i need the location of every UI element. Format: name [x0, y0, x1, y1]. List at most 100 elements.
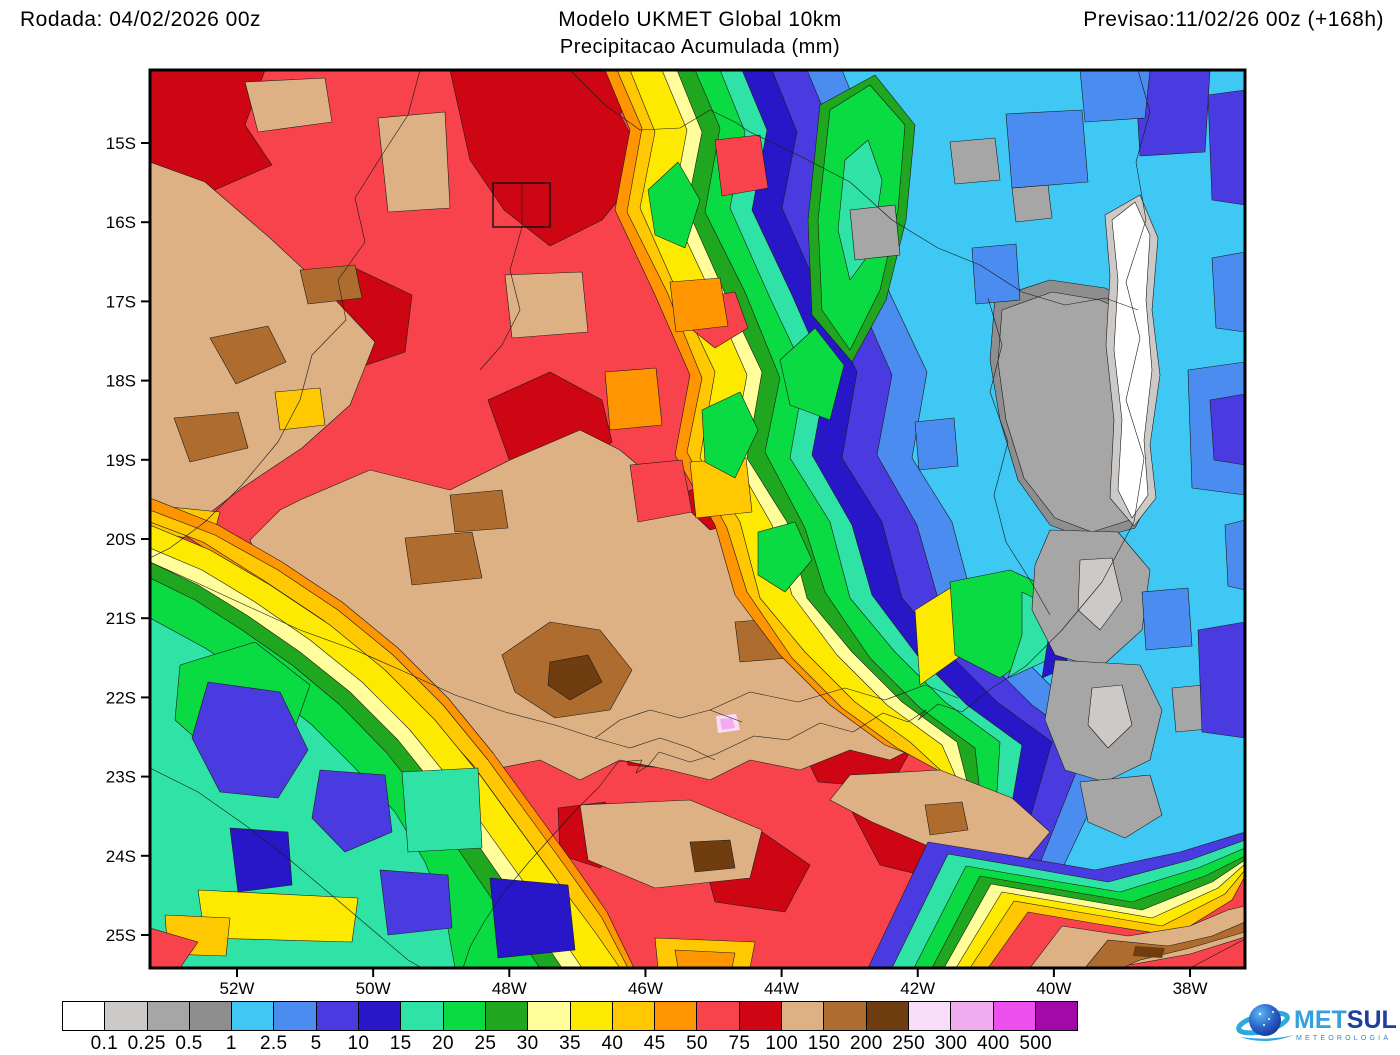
contour-region: [1084, 921, 1245, 968]
contour-region: [914, 417, 959, 471]
contour-region: [669, 277, 729, 333]
contour-region: [1207, 89, 1245, 206]
lat-label: 15S: [106, 134, 136, 153]
lat-label: 25S: [106, 926, 136, 945]
contour-region: [647, 161, 701, 249]
lat-label: 20S: [106, 530, 136, 549]
contour-region: [569, 70, 751, 133]
contour-region: [1211, 251, 1245, 333]
contour-region: [1079, 70, 1151, 123]
lon-label: 42W: [900, 979, 935, 998]
map-border: [148, 68, 1247, 970]
swoosh: [1240, 1035, 1294, 1042]
lon-label: 50W: [356, 979, 391, 998]
lon-label: 38W: [1173, 979, 1208, 998]
colorbar-cell: [696, 1001, 740, 1031]
contour-region: [1209, 393, 1245, 466]
white-minimum-core: [1111, 201, 1153, 519]
colorbar-cell: [62, 1001, 106, 1031]
contour-region: [674, 949, 736, 968]
logo-tagline: METEOROLOGIA: [1296, 1035, 1391, 1042]
forecast-label: Previsao:11/02/26 00z (+168h): [1083, 8, 1384, 31]
colorbar-cell: [273, 1001, 317, 1031]
colorbar-cell: [907, 1001, 952, 1031]
colorbar-tick-label: 20: [432, 1033, 454, 1054]
colorbar-tick-label: 0.25: [127, 1033, 166, 1054]
contour-region: [1189, 938, 1245, 968]
map-element: MET: [1294, 1006, 1347, 1034]
colorbar-tick-label: 0.1: [90, 1033, 118, 1054]
contour-region: [1005, 109, 1089, 189]
contour-region: [709, 684, 959, 711]
contour-region: [701, 391, 759, 479]
colorbar-tick-label: 500: [1019, 1033, 1052, 1054]
colorbar-cell: [188, 1001, 233, 1031]
run-label: Rodada: 04/02/2026 00z: [20, 8, 262, 31]
metsul-logo: METSUL METEOROLOGIA: [1236, 997, 1397, 1049]
colorbar-tick-label: 5: [310, 1033, 322, 1054]
planet: [1249, 1004, 1281, 1036]
colorbar-cell: [442, 1001, 486, 1031]
lon-label: 46W: [628, 979, 663, 998]
coastline: [462, 70, 1151, 968]
colorbar-tick-label: 400: [977, 1033, 1010, 1054]
contour-region: [311, 769, 393, 853]
colorbar-tick-label: 250: [892, 1033, 925, 1054]
colorbar-cell: [1034, 1001, 1079, 1031]
metsul-logo-graphic: METSUL METEOROLOGIA: [1236, 1004, 1397, 1042]
lat-label: 21S: [106, 609, 136, 628]
colorbar-tick-label: 300: [934, 1033, 968, 1054]
lat-label: 22S: [106, 688, 136, 707]
map-element: [1263, 1024, 1265, 1026]
colorbar-tick-label: 40: [601, 1033, 624, 1054]
colorbar-tick-label: 100: [765, 1033, 798, 1054]
contour-region: [1133, 946, 1165, 958]
colorbar-tick-label: 35: [559, 1033, 581, 1054]
contour-region: [1224, 519, 1245, 591]
colorbar-cell: [738, 1001, 783, 1031]
contour-region: [714, 134, 769, 197]
contour-region: [689, 839, 736, 873]
contour-region: [150, 70, 421, 559]
map-subtitle: Precipitacao Acumulada (mm): [559, 36, 841, 58]
contour-region: [150, 767, 423, 968]
contour-region: [244, 77, 333, 133]
contour-region: [191, 681, 309, 799]
map-element: [1258, 1012, 1262, 1016]
colorbar-tick-label: 45: [643, 1033, 666, 1054]
colorbar-tick-label: 50: [686, 1033, 708, 1054]
colorbar-cell: [484, 1001, 529, 1031]
colorbar-cell: [823, 1001, 867, 1031]
lon-label: 44W: [764, 979, 799, 998]
colorbar-labels: 0.1 0.25 0.5 1 2.5 5 10 15 20 25 30 35 40 45 50 75 100 15…: [62, 1031, 1078, 1054]
map-element: [1268, 1018, 1270, 1020]
colorbar-tick-label: 75: [728, 1033, 751, 1054]
colorbar-cell: [146, 1001, 190, 1031]
lat-label: 23S: [106, 768, 136, 787]
contour-region: [1077, 557, 1123, 631]
colorbar: [62, 1001, 1079, 1031]
contour-region: [379, 869, 453, 936]
contour-region: [1011, 184, 1053, 223]
colorbar-cell: [654, 1001, 698, 1031]
contour-region: [1079, 774, 1163, 839]
contour-region: [971, 243, 1021, 305]
map-title: Modelo UKMET Global 10km: [558, 8, 842, 31]
colorbar-tick-label: 30: [516, 1033, 539, 1054]
contour-region: [150, 927, 199, 968]
contour-region: [629, 459, 693, 523]
lat-label: 24S: [106, 847, 136, 866]
contour-region: [150, 70, 273, 193]
contour-region: [604, 367, 663, 431]
colorbar-cell: [358, 1001, 402, 1031]
contour-region: [274, 387, 326, 431]
map-element: [1272, 1011, 1274, 1013]
contour-region: [150, 561, 716, 761]
contour-region: [173, 411, 249, 463]
legend: 0.1 0.25 0.5 1 2.5 5 10 15 20 25 30 35 40 45 50 75 100 15…: [62, 1001, 1079, 1054]
lon-label: 52W: [220, 979, 255, 998]
contour-region: [1087, 684, 1133, 749]
logo-text: METSUL: [1294, 1006, 1396, 1034]
lat-label: 16S: [106, 213, 136, 232]
colorbar-tick-label: 1: [225, 1033, 237, 1054]
